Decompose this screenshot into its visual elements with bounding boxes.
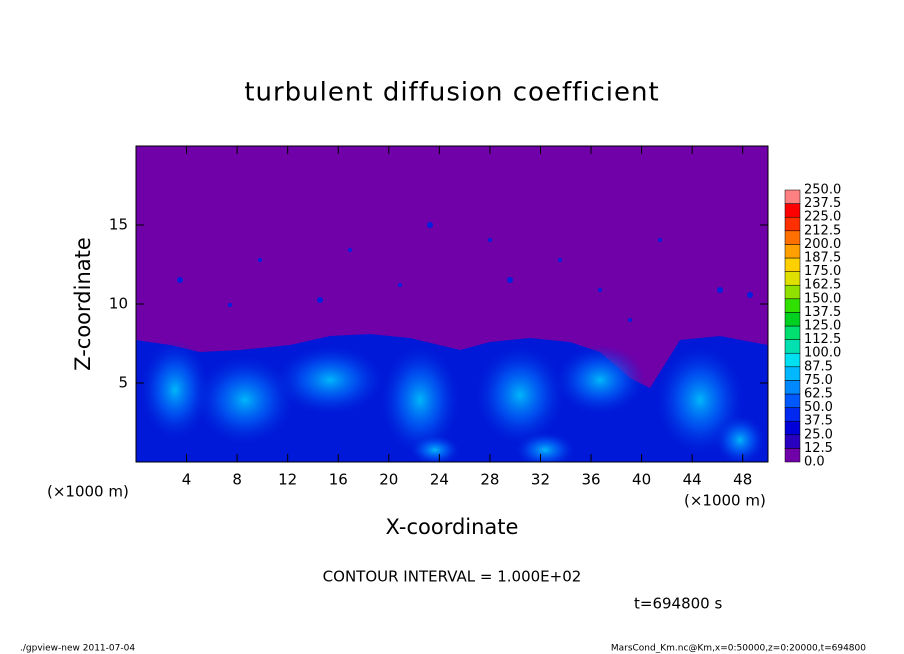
colorbar-label: 162.5 <box>804 278 841 293</box>
chart-title: turbulent diffusion coefficient <box>244 78 659 108</box>
x-tick-label: 32 <box>531 471 550 489</box>
swirls <box>140 340 765 462</box>
colorbar-band <box>784 380 801 395</box>
colorbar-band <box>784 257 801 272</box>
x-tick-label: 48 <box>733 471 752 489</box>
colorbar-band <box>784 244 801 259</box>
colorbar-label: 12.5 <box>804 441 833 456</box>
colorbar-label: 62.5 <box>804 387 833 402</box>
colorbar-label: 250.0 <box>804 183 841 198</box>
footer-right: MarsCond_Km.nc@Km,x=0:50000,z=0:20000,t=… <box>611 644 866 654</box>
colorbar-label: 200.0 <box>804 237 841 252</box>
colorbar-label: 125.0 <box>804 319 841 334</box>
y-axis-label: Z-coordinate <box>71 237 95 371</box>
colorbar-band <box>784 448 801 463</box>
colorbar-band <box>784 216 801 232</box>
colorbar-band <box>784 203 801 218</box>
colorbar-label: 25.0 <box>804 427 833 442</box>
colorbar-label: 75.0 <box>804 373 833 388</box>
footer-left: ./gpview-new 2011-07-04 <box>20 644 135 654</box>
colorbar-label: 187.5 <box>804 251 841 266</box>
x-tick-label: 28 <box>480 471 499 489</box>
x-tick-label: 4 <box>182 471 192 489</box>
colorbar-band <box>784 284 801 300</box>
colorbar-band <box>784 271 801 286</box>
colorbar-band <box>784 298 801 313</box>
x-tick-label: 24 <box>430 471 449 489</box>
field <box>136 146 768 462</box>
colorbar-label: 212.5 <box>804 223 841 238</box>
colorbar-label: 237.5 <box>804 196 841 211</box>
colorbar-band <box>784 434 801 449</box>
colorbar-band <box>784 339 801 354</box>
y-tick-label: 10 <box>109 295 128 313</box>
x-axis-label: X-coordinate <box>386 515 519 539</box>
colorbar-label: 225.0 <box>804 210 841 225</box>
colorbar-label: 50.0 <box>804 400 833 415</box>
y-unit: (×1000 m) <box>47 483 129 501</box>
x-tick-label: 36 <box>581 471 600 489</box>
x-tick-label: 40 <box>632 471 651 489</box>
contour-interval: CONTOUR INTERVAL = 1.000E+02 <box>323 568 582 586</box>
colorbar-label: 100.0 <box>804 346 841 361</box>
colorbar-label: 37.5 <box>804 414 833 429</box>
colorbar-band <box>784 393 801 408</box>
colorbar-label: 137.5 <box>804 305 841 320</box>
colorbar-label: 150.0 <box>804 291 841 306</box>
x-tick-label: 20 <box>379 471 398 489</box>
x-tick-label: 8 <box>232 471 242 489</box>
colorbar-band <box>784 312 801 327</box>
eddies <box>177 222 753 322</box>
colorbar-band <box>784 366 801 381</box>
y-tick-label: 5 <box>118 374 128 392</box>
x-tick-label: 16 <box>329 471 348 489</box>
x-tick-label: 44 <box>683 471 702 489</box>
x-unit: (×1000 m) <box>684 492 766 510</box>
colorbar-label: 0.0 <box>804 455 825 470</box>
colorbar-band <box>784 352 801 368</box>
colorbar-band <box>784 407 801 422</box>
colorbar-band <box>784 189 801 204</box>
colorbar-label: 175.0 <box>804 264 841 279</box>
x-tick-label: 12 <box>278 471 297 489</box>
colorbar-label: 112.5 <box>804 332 841 347</box>
colorbar-label: 87.5 <box>804 359 833 374</box>
y-tick-label: 15 <box>109 216 128 234</box>
colorbar-band <box>784 420 801 436</box>
colorbar-band <box>784 325 801 340</box>
time-label: t=694800 s <box>634 595 722 613</box>
colorbar-band <box>784 230 801 245</box>
